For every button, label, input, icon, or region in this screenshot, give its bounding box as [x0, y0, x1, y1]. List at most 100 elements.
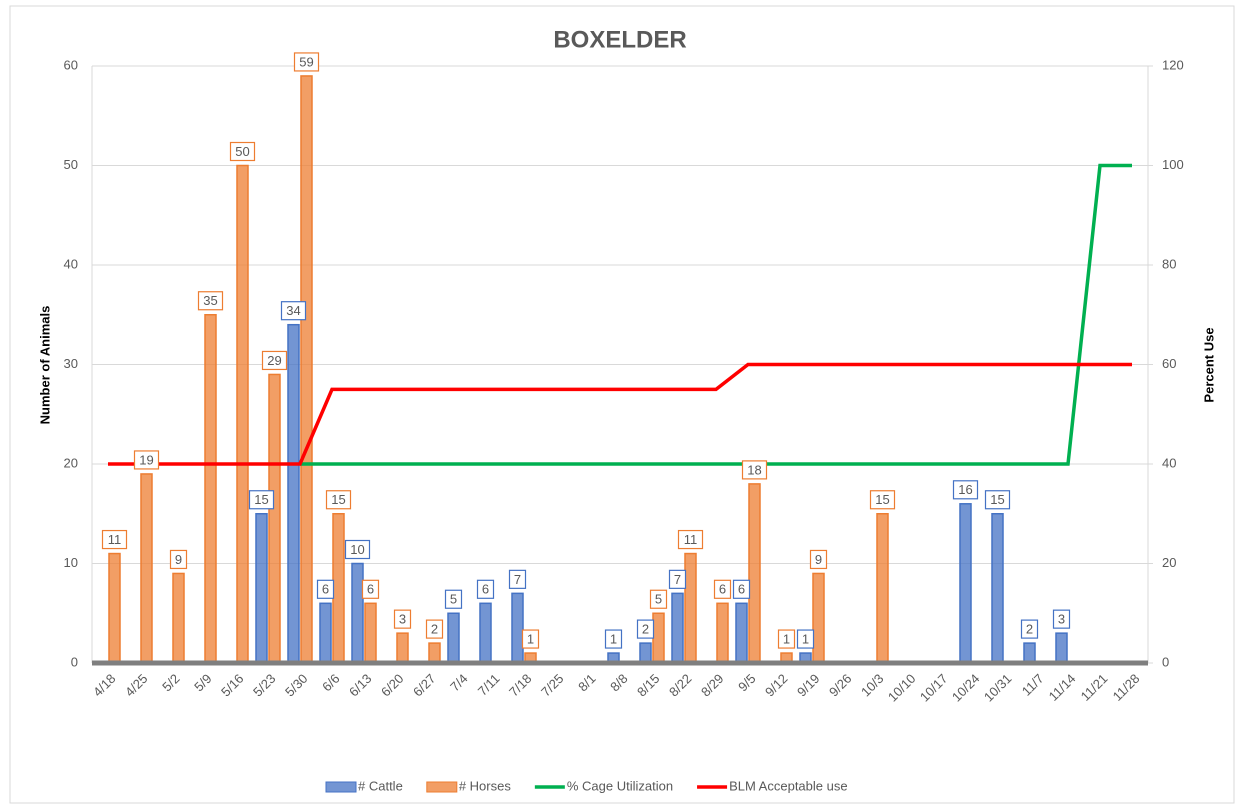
label-box [636, 619, 655, 639]
bar [1055, 632, 1068, 664]
y2-axis-title: Percent Use [1201, 327, 1216, 402]
data-label: 7 [674, 572, 681, 587]
label-box [741, 460, 768, 480]
label-box [508, 569, 527, 589]
bar [812, 572, 825, 664]
label-box [952, 480, 979, 500]
bar [268, 373, 281, 664]
bar [639, 642, 652, 664]
data-label: 6 [738, 582, 745, 597]
label-box [101, 529, 128, 550]
data-label: 35 [203, 293, 217, 308]
data-label: 15 [331, 492, 345, 507]
y2-tick-label: 80 [1162, 256, 1176, 271]
legend-label: % Cage Utilization [567, 778, 673, 793]
bar [172, 572, 185, 664]
label-box [796, 629, 815, 649]
label-box [133, 450, 160, 470]
data-label: 29 [267, 353, 281, 368]
label-box [1020, 619, 1039, 639]
bar [447, 612, 460, 664]
data-label: 15 [990, 492, 1004, 507]
data-label: 3 [1058, 612, 1065, 627]
data-label: 7 [514, 572, 521, 587]
data-label: 18 [747, 462, 761, 477]
data-label: 50 [235, 144, 249, 159]
chart-title: BOXELDER [553, 26, 686, 53]
y-tick-label: 50 [64, 157, 78, 172]
bar [748, 483, 761, 664]
label-box [677, 529, 704, 550]
label-box [444, 589, 463, 609]
label-box [869, 490, 896, 510]
bar [300, 75, 313, 664]
bar [236, 164, 249, 664]
label-box [197, 291, 224, 311]
data-label: 15 [875, 492, 889, 507]
bar [735, 602, 748, 664]
label-box [521, 629, 540, 649]
data-label: 3 [399, 612, 406, 627]
legend-label: # Cattle [358, 778, 403, 793]
label-box [713, 579, 732, 599]
y2-tick-label: 0 [1162, 654, 1169, 669]
label-box [1052, 609, 1071, 629]
data-label: 34 [286, 303, 300, 318]
y2-tick-label: 60 [1162, 356, 1176, 371]
data-label: 11 [108, 532, 122, 547]
y-axis-title: Number of Animals [37, 306, 52, 425]
y2-tick-label: 40 [1162, 455, 1176, 470]
label-box [248, 490, 275, 510]
label-box [361, 579, 380, 599]
label-box [476, 579, 495, 599]
label-box [344, 539, 371, 560]
label-box [809, 549, 828, 570]
data-label: 6 [367, 582, 374, 597]
label-box [668, 569, 687, 589]
bar [332, 513, 345, 664]
bar [255, 513, 268, 664]
label-box [280, 301, 307, 321]
data-label: 11 [684, 532, 698, 547]
data-label: 6 [719, 582, 726, 597]
legend-swatch [426, 781, 458, 793]
data-label: 6 [482, 582, 489, 597]
bar [716, 602, 729, 664]
data-label: 9 [175, 552, 182, 567]
data-label: 2 [431, 622, 438, 637]
label-box [732, 579, 751, 599]
y-tick-label: 0 [71, 654, 78, 669]
legend-label: # Horses [459, 778, 512, 793]
bar [479, 602, 492, 664]
data-label: 2 [642, 622, 649, 637]
data-label: 9 [815, 552, 822, 567]
data-label: 19 [139, 452, 153, 467]
bar [876, 513, 889, 664]
bar [1023, 642, 1036, 664]
legend-swatch [325, 781, 357, 793]
label-box [604, 629, 623, 649]
bar [684, 552, 697, 664]
y-tick-label: 60 [64, 57, 78, 72]
bar [140, 473, 153, 664]
data-label: 5 [450, 592, 457, 607]
bar [959, 503, 972, 664]
bar [204, 314, 217, 664]
y2-tick-label: 20 [1162, 555, 1176, 570]
bar [108, 552, 121, 664]
bar [287, 323, 300, 664]
bar [364, 602, 377, 664]
data-label: 1 [783, 631, 790, 646]
line-series [108, 362, 1132, 466]
data-label: 2 [1026, 622, 1033, 637]
label-box [984, 490, 1011, 510]
data-label: 1 [802, 631, 809, 646]
y-tick-label: 20 [64, 455, 78, 470]
legend-label: BLM Acceptable use [729, 778, 848, 793]
label-box [169, 549, 188, 570]
label-box [316, 579, 335, 599]
label-box [261, 350, 288, 371]
data-label: 1 [527, 631, 534, 646]
bar [652, 612, 665, 664]
bar [428, 642, 441, 664]
